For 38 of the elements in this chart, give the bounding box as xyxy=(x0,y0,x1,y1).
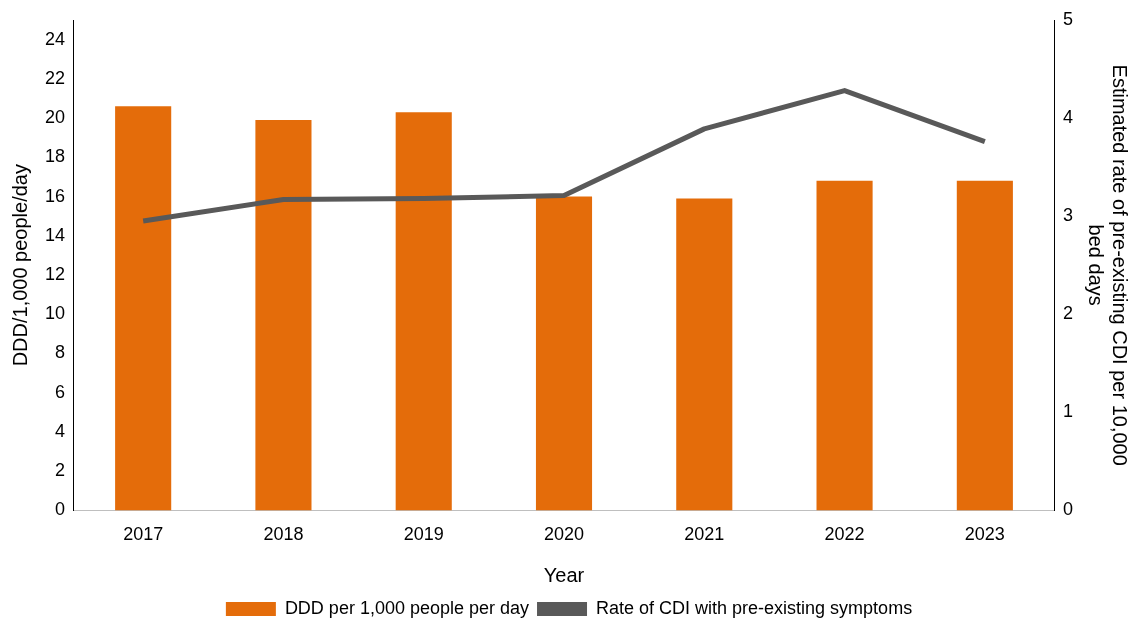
x-tick-label: 2019 xyxy=(403,524,444,545)
y-tick-label: 14 xyxy=(44,224,66,245)
y-tick-label: 18 xyxy=(44,146,66,167)
y-tick-label: 2 xyxy=(55,460,66,481)
y-tick-label: 4 xyxy=(55,420,66,441)
y2-tick-label: 2 xyxy=(1062,303,1073,324)
bar xyxy=(956,180,1013,511)
y-tick-label: 12 xyxy=(44,263,66,284)
y2-tick-label: 4 xyxy=(1062,107,1073,128)
y-tick-label: 10 xyxy=(44,303,66,324)
bar xyxy=(115,106,172,511)
bar xyxy=(535,196,593,511)
x-axis-title: Year xyxy=(543,563,585,586)
x-tick-label: 2021 xyxy=(684,524,725,545)
legend-label: DDD per 1,000 people per day xyxy=(284,597,530,618)
x-tick-label: 2023 xyxy=(964,524,1005,545)
y-tick-label: 20 xyxy=(44,107,66,128)
bar xyxy=(395,112,452,511)
bar xyxy=(676,198,733,511)
x-tick-label: 2020 xyxy=(543,524,585,545)
y2-tick-label: 1 xyxy=(1062,401,1073,422)
y-tick-label: 22 xyxy=(44,67,66,88)
y2-tick-label: 3 xyxy=(1062,205,1073,226)
y-tick-label: 0 xyxy=(55,499,66,520)
y-tick-label: 8 xyxy=(55,342,66,363)
y-axis-title: DDD/1,000 people/day xyxy=(8,164,31,367)
y2-axis-title: Estimated rate of pre-existing CDI per 10,000 bed days xyxy=(1085,64,1132,466)
x-tick-label: 2017 xyxy=(123,524,164,545)
legend-label: Rate of CDI with pre-existing symptoms xyxy=(596,597,913,618)
y2-tick-label: 5 xyxy=(1062,8,1073,29)
x-tick-label: 2018 xyxy=(263,524,304,545)
x-tick-label: 2022 xyxy=(824,524,865,545)
y-tick-label: 16 xyxy=(44,185,66,206)
y-tick-label: 24 xyxy=(44,28,66,49)
y2-tick-label: 0 xyxy=(1062,499,1073,520)
bar xyxy=(816,180,873,511)
bar xyxy=(255,120,312,511)
y-tick-label: 6 xyxy=(55,381,66,402)
